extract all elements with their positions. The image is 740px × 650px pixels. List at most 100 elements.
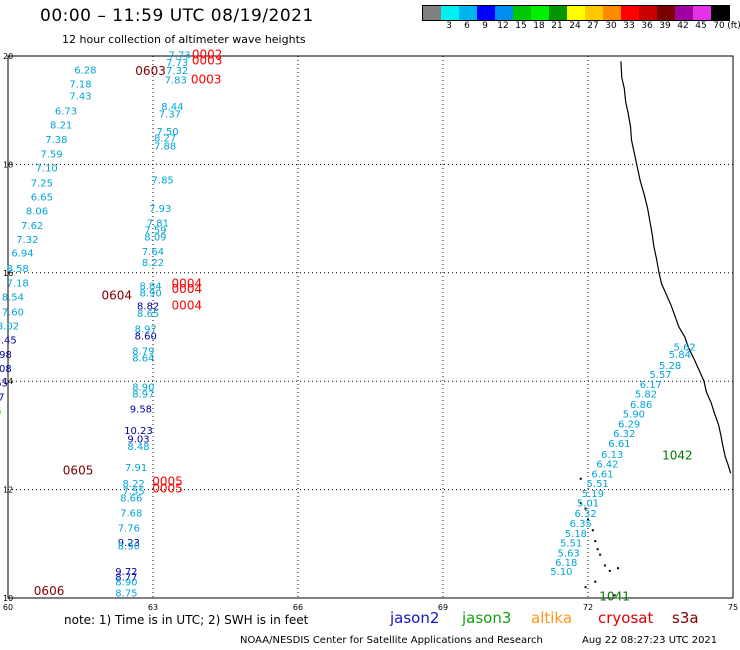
island-marker: [599, 553, 602, 556]
island-marker: [591, 529, 594, 532]
island-marker: [584, 507, 587, 510]
wave-height-label: 6.73: [55, 107, 77, 118]
footnote: note: 1) Time is in UTC; 2) SWH is in fe…: [64, 613, 309, 627]
wave-height-label: 7.43: [69, 92, 91, 103]
wave-height-label: 7.59: [40, 150, 62, 161]
wave-height-label: 7.76: [118, 524, 140, 535]
island-marker: [579, 477, 582, 480]
colorbar-unit-label: (ft): [727, 21, 740, 31]
wave-height-label: 8.54: [2, 293, 24, 304]
wave-height-label: 6.32: [574, 509, 596, 520]
wave-height-label: 7.10: [36, 164, 58, 175]
colorbar-tick-label: 27: [587, 21, 599, 31]
wave-height-label: 8.22: [142, 258, 164, 269]
pass-time-label: 0605: [63, 464, 94, 478]
wave-height-label: 8.48: [127, 442, 149, 453]
wave-height-label: 5.18: [565, 529, 587, 540]
wave-height-label: 9.23: [118, 538, 140, 549]
wave-height-label: 9.72: [115, 567, 137, 578]
wave-height-label: 7.60: [2, 307, 24, 318]
colorbar-swatch: [567, 6, 585, 20]
wave-height-label: 8.90: [118, 541, 140, 552]
wave-height-label: 8.64: [132, 353, 154, 364]
latitude-tick-label: 18: [3, 160, 13, 169]
pass-time-label: 0604: [101, 289, 132, 303]
colorbar-tick-label: 18: [533, 21, 545, 31]
wave-height-label: 7.32: [166, 66, 188, 77]
colorbar-swatch: [549, 6, 567, 20]
legend-item-altika: altika: [531, 609, 573, 627]
wave-height-label: 5.19: [582, 489, 604, 500]
wave-height-label: 5.10: [550, 567, 572, 578]
map-subtitle: 12 hour collection of altimeter wave hei…: [62, 33, 306, 46]
colorbar-swatch: [531, 6, 549, 20]
colorbar-tick-label: 24: [569, 21, 581, 31]
colorbar-tick-label: 42: [677, 21, 689, 31]
colorbar-swatch: [675, 6, 693, 20]
colorbar-tick-label: 45: [695, 21, 707, 31]
wave-height-label: 7.50: [156, 127, 178, 138]
wave-height-label: 5.84: [669, 350, 691, 361]
wave-height-label: 8.75: [115, 589, 137, 600]
longitude-tick-label: 75: [728, 603, 738, 612]
map-title: 00:00 – 11:59 UTC 08/19/2021: [40, 6, 314, 26]
wave-height-label: 7.37: [159, 109, 181, 120]
wave-height-label: 6.29: [618, 419, 640, 430]
pass-time-label: 0003: [192, 53, 223, 67]
wave-height-label: 7.81: [147, 218, 169, 229]
island-marker: [603, 564, 606, 567]
wave-height-label: 7.25: [31, 178, 53, 189]
wave-height-label: 8.97: [132, 390, 154, 401]
wave-height-label: 5.28: [659, 361, 681, 372]
wave-height-label: 5.51: [560, 539, 582, 550]
wave-height-label: 8.58: [7, 264, 29, 275]
wave-height-label: 6.13: [601, 450, 623, 461]
island-marker: [616, 567, 619, 570]
colorbar-swatch: [477, 6, 495, 20]
pass-time-label: 0004: [172, 277, 203, 291]
wave-height-label: 6.86: [630, 400, 652, 411]
wave-height-label: 8.27: [154, 133, 176, 144]
colorbar-swatch: [693, 6, 711, 20]
wave-height-label: 6.28: [74, 66, 96, 77]
latitude-tick-label: 10: [3, 594, 13, 603]
longitude-tick-label: 66: [293, 603, 303, 612]
wave-height-label: 5.01: [577, 499, 599, 510]
wave-height-label: 8.06: [26, 206, 48, 217]
wave-height-label: 8.97: [135, 325, 157, 336]
wave-height-label: 6.18: [555, 558, 577, 569]
pass-time-label: 0004: [172, 282, 203, 296]
colorbar-tick-label: 36: [641, 21, 653, 31]
colorbar-tick-label: 15: [515, 21, 527, 31]
pass-time-label: 0003: [191, 72, 222, 86]
pass-time-label: 0606: [34, 584, 65, 598]
island-marker: [594, 540, 597, 543]
wave-height-label: 7.32: [16, 235, 38, 246]
wave-height-label: 8.90: [132, 383, 154, 394]
wave-height-label: 5.51: [587, 479, 609, 490]
longitude-tick-label: 69: [438, 603, 448, 612]
legend-item-jason3: jason3: [462, 609, 512, 627]
wave-height-label: 7.38: [45, 135, 67, 146]
wave-height-label: 9.03: [127, 435, 149, 446]
legend-item-s3a: s3a: [672, 609, 699, 627]
island-marker: [587, 518, 589, 521]
island-marker: [613, 594, 616, 597]
legend-item-jason2: jason2: [390, 609, 440, 627]
colorbar-tick-label: 12: [497, 21, 509, 31]
wave-height-label: 12.05: [0, 406, 2, 417]
wave-height-label: 8.90: [115, 578, 137, 589]
latitude-tick-label: 16: [3, 269, 13, 278]
island-marker: [584, 586, 587, 589]
wave-height-label: 7.83: [165, 75, 187, 86]
latitude-tick-label: 12: [3, 486, 13, 495]
credit-line: NOAA/NESDIS Center for Satellite Applica…: [240, 635, 543, 646]
wave-height-label: 7.73: [166, 58, 188, 69]
wave-height-label: 7.59: [144, 225, 166, 236]
pass-time-label: 0002: [192, 47, 223, 61]
wave-height-label: 7.88: [154, 141, 176, 152]
wave-height-label: 8.90: [139, 288, 161, 299]
legend-item-cryosat: cryosat: [598, 609, 654, 627]
wave-height-label: 6.35: [570, 519, 592, 530]
